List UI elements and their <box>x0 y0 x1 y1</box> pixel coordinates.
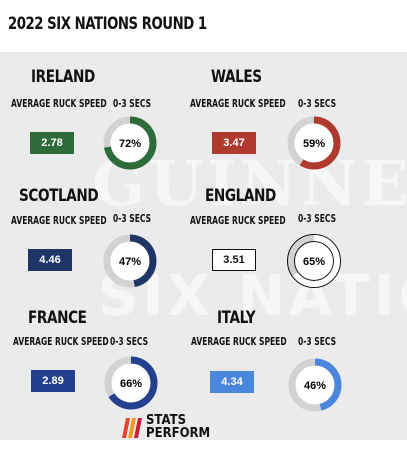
speed-label: AVERAGE RUCK SPEED <box>191 336 287 348</box>
donut-chart: 65% <box>287 234 341 288</box>
team-card-scotland: SCOTLAND AVERAGE RUCK SPEED 0-3 SECS 4.4… <box>0 183 200 303</box>
speed-value: 4.34 <box>210 371 254 393</box>
donut-chart: 72% <box>103 116 157 170</box>
team-card-england: ENGLAND AVERAGE RUCK SPEED 0-3 SECS 3.51… <box>190 183 390 303</box>
pct-label: 0-3 SECS <box>110 336 149 348</box>
speed-label: AVERAGE RUCK SPEED <box>13 336 109 348</box>
team-card-ireland: IRELAND AVERAGE RUCK SPEED 0-3 SECS 2.78… <box>0 62 200 182</box>
team-name: IRELAND <box>31 67 95 87</box>
pct-label: 0-3 SECS <box>298 98 337 110</box>
logo-line-1: STATS <box>146 413 187 428</box>
speed-value: 2.89 <box>31 370 75 392</box>
donut-value-arc <box>103 116 157 170</box>
donut-value-arc <box>288 358 342 412</box>
stats-perform-logo: STATS PERFORM <box>116 412 226 444</box>
logo-line-2: PERFORM <box>146 426 211 441</box>
stats-perform-logo-icon <box>122 418 142 438</box>
donut-label: 47% <box>119 256 141 268</box>
donut-value-arc <box>288 235 340 287</box>
donut-chart: 66% <box>104 356 158 410</box>
team-card-italy: ITALY AVERAGE RUCK SPEED 0-3 SECS 4.34 4… <box>190 305 390 425</box>
donut-chart: 46% <box>288 358 342 412</box>
team-name: ITALY <box>217 308 256 328</box>
pct-label: 0-3 SECS <box>113 98 152 110</box>
team-name: WALES <box>211 67 262 87</box>
team-name: FRANCE <box>28 308 87 328</box>
stats-perform-logo-text: STATS PERFORM <box>146 414 210 440</box>
footer-strip <box>0 440 407 451</box>
pct-label: 0-3 SECS <box>113 213 152 225</box>
donut-value-arc <box>103 234 157 288</box>
team-name: SCOTLAND <box>19 186 99 206</box>
donut-label: 72% <box>119 138 141 150</box>
team-card-france: FRANCE AVERAGE RUCK SPEED 0-3 SECS 2.89 … <box>0 305 200 425</box>
donut-value-arc <box>104 356 158 410</box>
donut-label: 66% <box>120 378 142 390</box>
speed-label: AVERAGE RUCK SPEED <box>190 215 286 227</box>
speed-label: AVERAGE RUCK SPEED <box>190 98 286 110</box>
donut-outline-inner <box>294 241 334 281</box>
speed-value: 3.51 <box>212 249 256 271</box>
page-title: 2022 SIX NATIONS ROUND 1 <box>8 14 207 34</box>
donut-label: 59% <box>303 138 325 150</box>
speed-label: AVERAGE RUCK SPEED <box>11 215 107 227</box>
header: 2022 SIX NATIONS ROUND 1 <box>0 0 407 52</box>
speed-value: 4.46 <box>28 249 72 271</box>
donut-value-arc <box>287 116 341 170</box>
donut-chart: 47% <box>103 234 157 288</box>
donut-label: 65% <box>303 256 325 268</box>
donut-label: 46% <box>304 380 326 392</box>
donut-chart: 59% <box>287 116 341 170</box>
speed-label: AVERAGE RUCK SPEED <box>11 98 107 110</box>
donut-outline-outer <box>287 234 341 288</box>
team-card-wales: WALES AVERAGE RUCK SPEED 0-3 SECS 3.47 5… <box>190 62 390 182</box>
pct-label: 0-3 SECS <box>298 336 337 348</box>
pct-label: 0-3 SECS <box>298 213 337 225</box>
team-name: ENGLAND <box>205 186 276 206</box>
speed-value: 2.78 <box>30 132 74 154</box>
speed-value: 3.47 <box>212 132 256 154</box>
